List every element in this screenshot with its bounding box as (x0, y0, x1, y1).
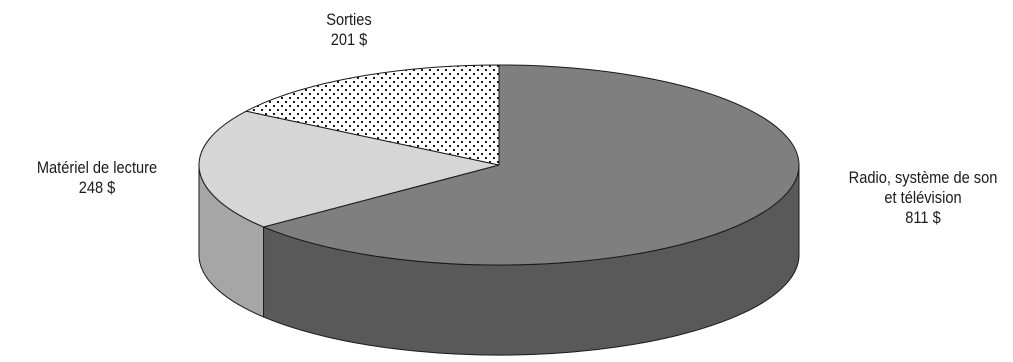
label-outings-value: 201 $ (330, 30, 368, 49)
label-radio-tv-line-2: et télévision (884, 188, 962, 207)
label-radio-tv-value: 811 $ (905, 208, 941, 227)
label-reading-material: Matériel de lecture 248 $ (37, 158, 157, 198)
label-reading-material-value: 248 $ (78, 178, 116, 197)
label-reading-material-line-1: Matériel de lecture (36, 158, 158, 177)
label-outings-line-1: Sorties (326, 10, 372, 29)
pie-slice-sorties (245, 64, 500, 166)
label-radio-tv: Radio, système de son et télévision 811 … (849, 168, 998, 228)
label-outings: Sorties 201 $ (326, 10, 372, 50)
pie-slice-radio-systeme-de-son-et-television (263, 64, 800, 266)
pie-tops (198, 64, 800, 266)
pie-slice-materiel-de-lecture (198, 110, 500, 228)
label-radio-tv-line-1: Radio, système de son (848, 168, 998, 187)
